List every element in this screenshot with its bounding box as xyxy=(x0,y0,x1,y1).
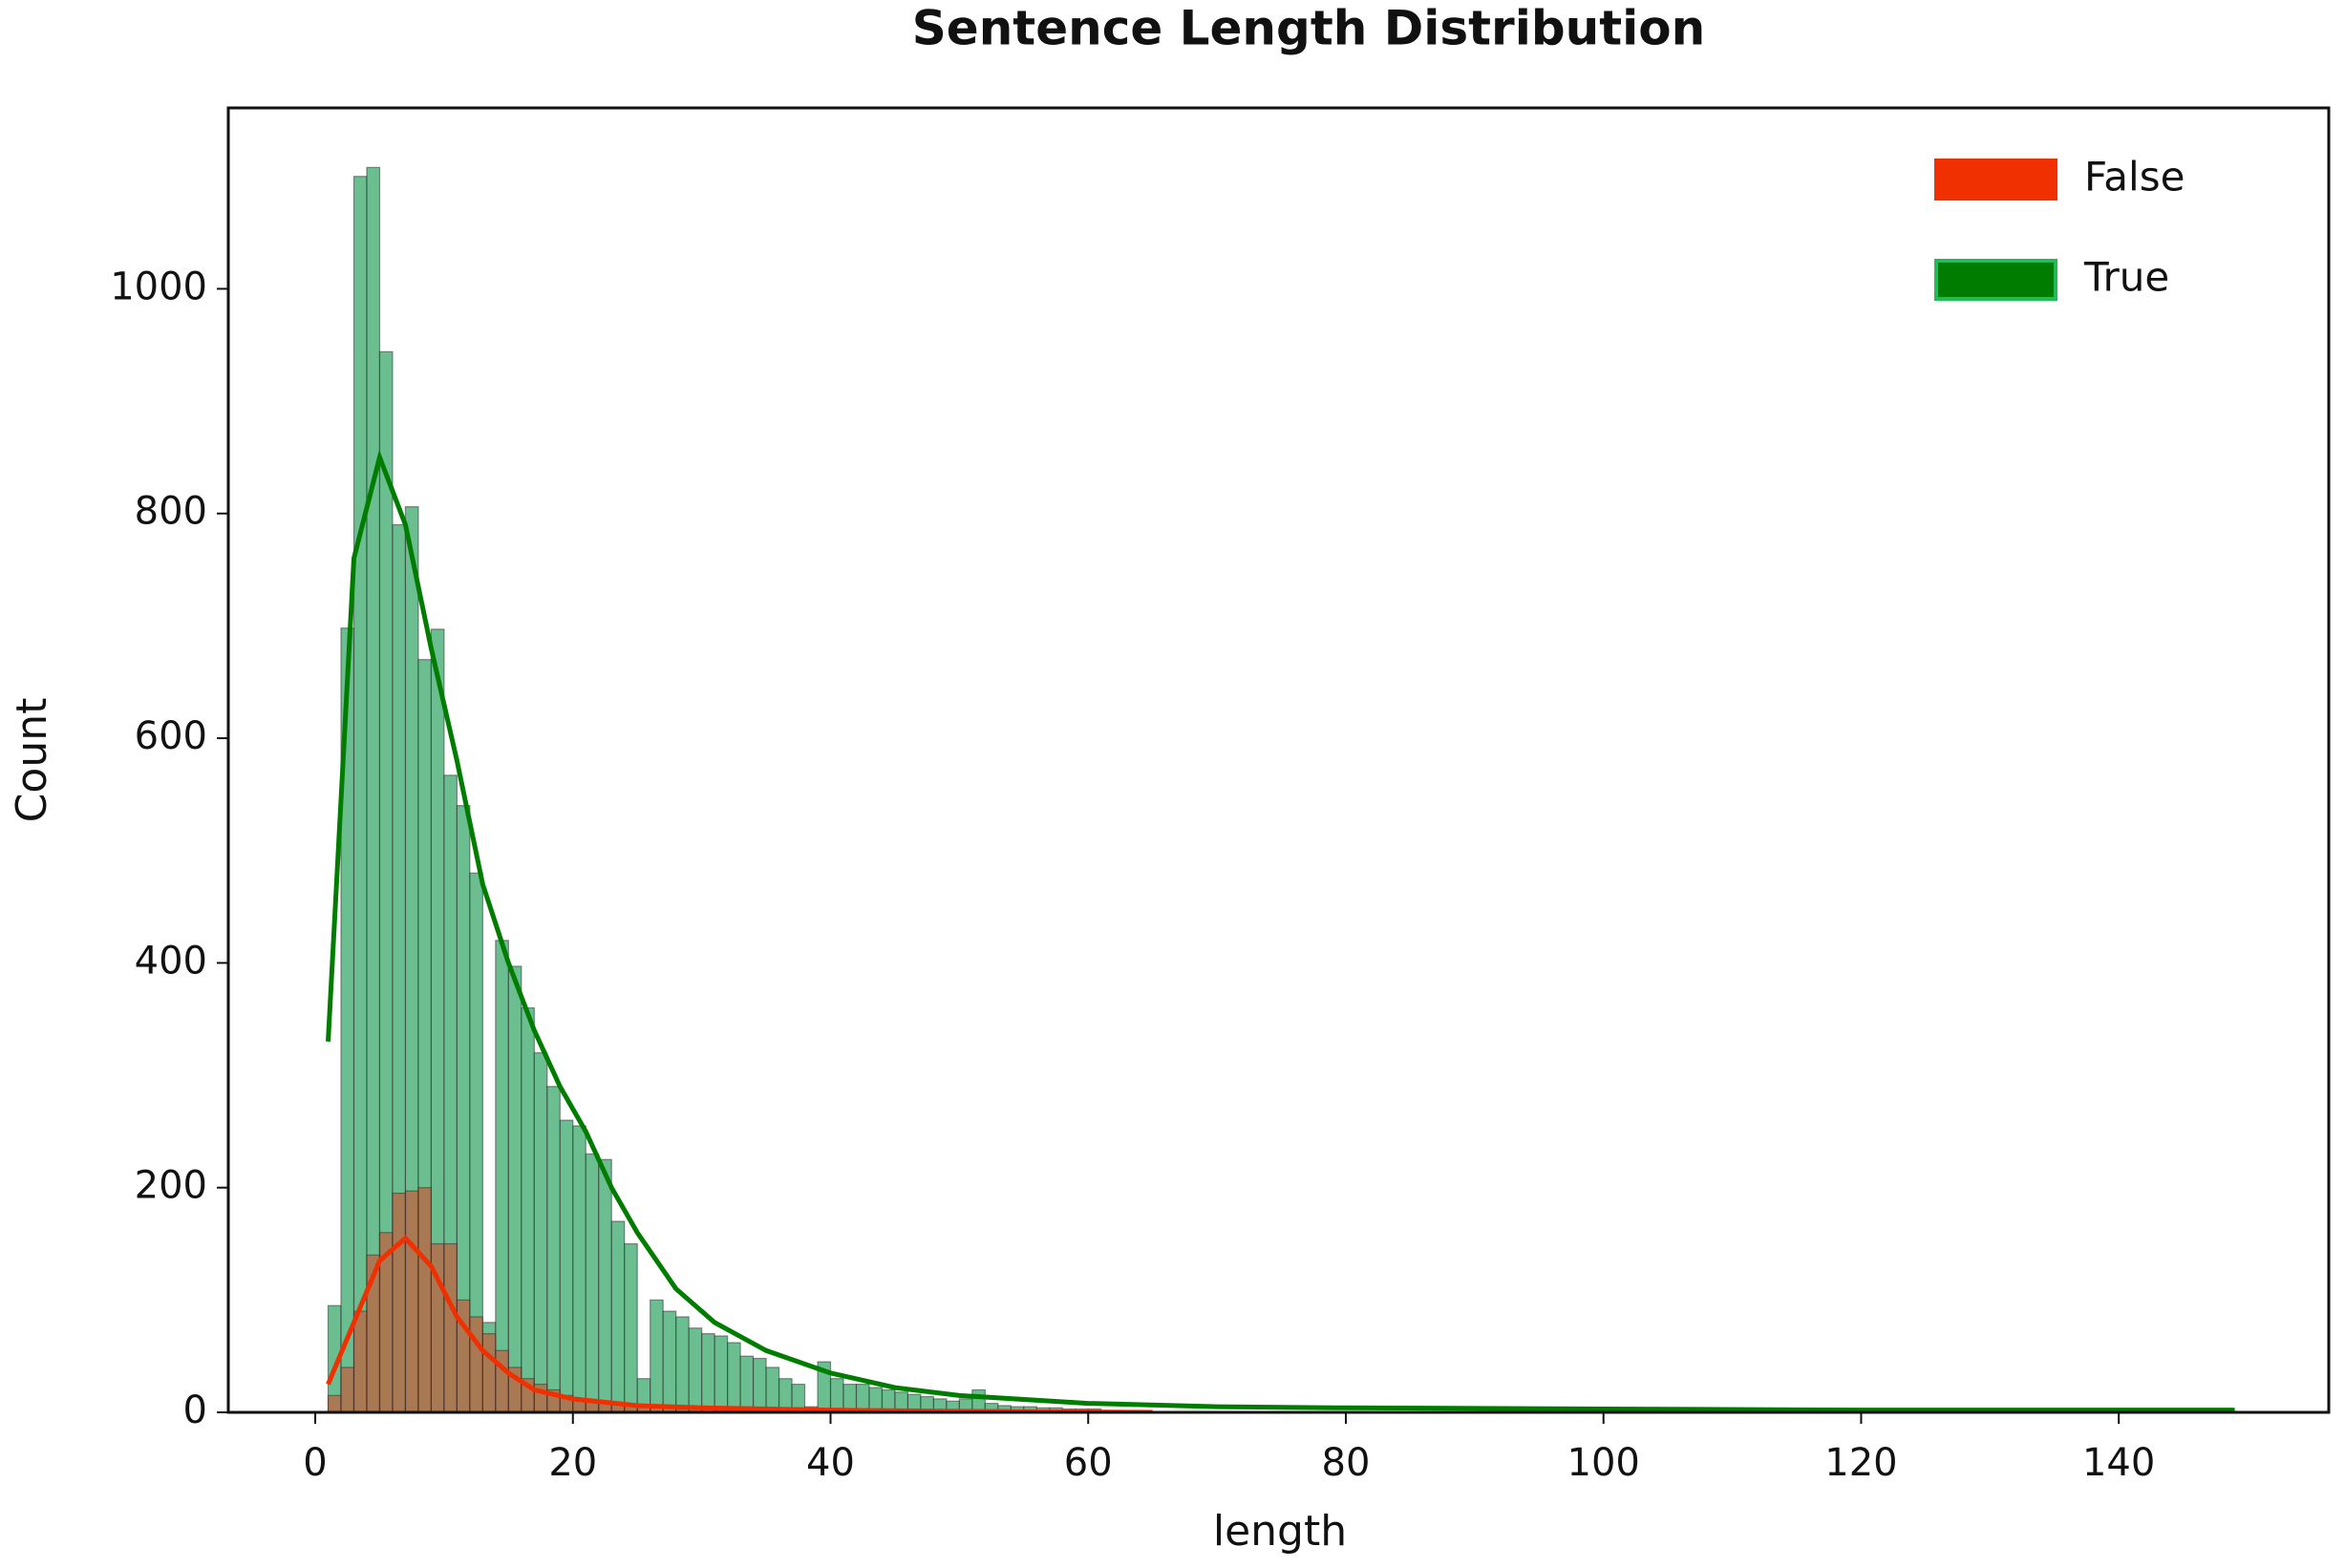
x-tick-label: 20 xyxy=(548,1441,597,1485)
bar xyxy=(366,166,381,1413)
bar xyxy=(352,176,368,1413)
y-tick-label: 400 xyxy=(135,939,207,983)
bar xyxy=(739,1355,755,1413)
bar xyxy=(752,1357,767,1413)
chart-title: Sentence Length Distribution xyxy=(912,1,1705,56)
y-tick-label: 200 xyxy=(135,1164,207,1208)
bar xyxy=(495,940,509,1413)
bar xyxy=(765,1367,780,1413)
y-tick-label: 1000 xyxy=(110,265,207,308)
bar xyxy=(650,1299,664,1413)
x-tick-label: 120 xyxy=(1824,1441,1897,1485)
bar xyxy=(675,1316,690,1413)
bar xyxy=(443,1242,458,1413)
x-tick-label: 0 xyxy=(303,1441,327,1485)
x-tick-label: 60 xyxy=(1064,1441,1113,1485)
bar xyxy=(352,1310,368,1413)
y-axis-label: Count xyxy=(8,698,56,823)
x-tick-label: 80 xyxy=(1322,1441,1371,1485)
bar xyxy=(610,1220,626,1413)
y-tick-label: 600 xyxy=(135,714,207,758)
bar xyxy=(714,1335,729,1413)
bar xyxy=(829,1378,844,1413)
bar xyxy=(417,1187,433,1413)
bar xyxy=(559,1119,574,1413)
legend-swatch xyxy=(1934,259,2057,301)
bar xyxy=(327,1394,342,1413)
bar xyxy=(688,1327,703,1413)
x-tick-label: 100 xyxy=(1567,1441,1640,1485)
bar xyxy=(662,1310,677,1413)
kde-line xyxy=(326,1235,1153,1412)
bar xyxy=(727,1342,741,1413)
legend-label: True xyxy=(2083,254,2169,301)
bar xyxy=(507,965,522,1413)
bar xyxy=(572,1125,586,1413)
bar xyxy=(624,1242,638,1413)
plot-frame xyxy=(226,106,2331,1414)
x-tick-label: 40 xyxy=(806,1441,855,1485)
bar xyxy=(404,1190,419,1413)
bar xyxy=(546,1086,561,1413)
bar xyxy=(533,1051,548,1413)
y-tick-label: 0 xyxy=(183,1388,207,1432)
bar xyxy=(469,1316,483,1413)
legend-swatch xyxy=(1934,159,2057,201)
x-tick-label: 140 xyxy=(2082,1441,2155,1485)
legend-label: False xyxy=(2084,154,2185,201)
bar xyxy=(392,1192,407,1413)
x-axis-label: length xyxy=(1213,1507,1347,1556)
y-tick-label: 800 xyxy=(135,490,207,534)
bar xyxy=(701,1333,715,1413)
bar xyxy=(598,1158,612,1413)
bar xyxy=(495,1349,509,1413)
bar xyxy=(481,1333,497,1413)
bar xyxy=(340,1367,355,1413)
bar xyxy=(585,1153,600,1413)
bar xyxy=(521,1006,535,1413)
kde-line xyxy=(326,449,2235,1412)
